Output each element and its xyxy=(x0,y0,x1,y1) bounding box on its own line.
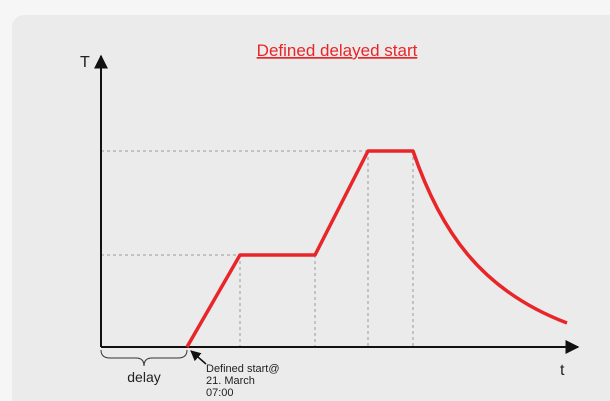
delay-brace xyxy=(100,349,188,367)
profile-curve xyxy=(185,149,568,348)
start-arrow xyxy=(190,350,207,365)
annotation-line: Defined start@ xyxy=(206,363,280,375)
annotation-line: 21. March xyxy=(206,375,255,387)
delay-label: delay xyxy=(127,369,160,385)
y-axis-label: T xyxy=(80,54,90,71)
x-axis-label: t xyxy=(560,362,565,379)
panel xyxy=(12,15,610,401)
annotation-line: 07:00 xyxy=(206,387,234,399)
title: Defined delayed start xyxy=(257,41,418,60)
guide-lines xyxy=(101,150,414,347)
